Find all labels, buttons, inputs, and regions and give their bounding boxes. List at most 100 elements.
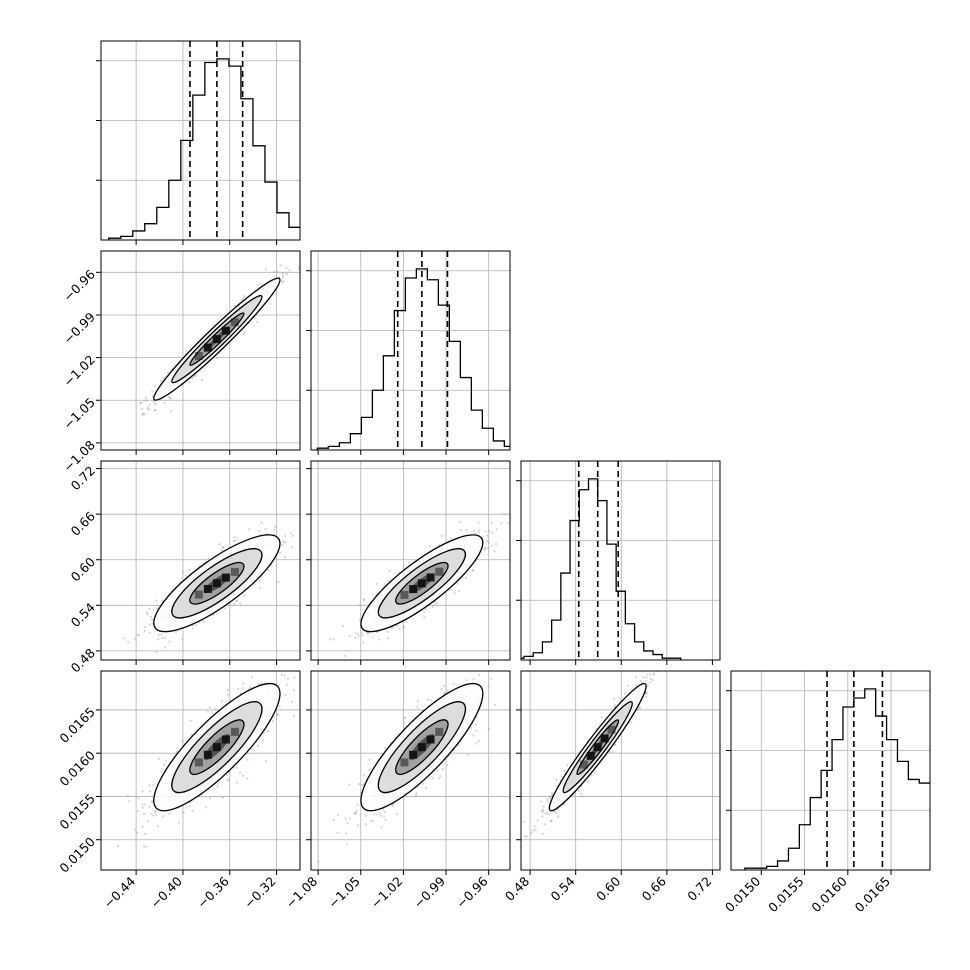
y-tick-label: 0.0155	[56, 791, 98, 833]
scatter-point	[155, 813, 158, 816]
scatter-point	[239, 691, 243, 695]
scatter-point	[456, 582, 459, 585]
scatter-point	[421, 782, 425, 785]
histogram-bar	[778, 861, 789, 870]
scatter-point	[243, 594, 246, 597]
scatter-panel-2-1: −1.08−1.05−1.02−0.99−0.96	[60, 250, 301, 475]
scatter-point	[471, 568, 474, 572]
scatter-point	[161, 377, 165, 380]
scatter-point	[292, 714, 296, 717]
scatter-point	[233, 304, 237, 308]
scatter-point	[210, 711, 214, 714]
scatter-point	[238, 771, 242, 774]
density-bin	[426, 735, 435, 744]
scatter-point	[368, 758, 371, 761]
scatter-point	[364, 814, 368, 817]
scatter-point	[250, 748, 253, 751]
scatter-point	[443, 684, 446, 688]
scatter-point	[142, 812, 146, 815]
scatter-point	[281, 272, 284, 275]
scatter-point	[367, 768, 371, 771]
scatter-point	[160, 768, 163, 771]
scatter-point	[243, 330, 246, 333]
scatter-point	[222, 546, 225, 549]
scatter-point	[281, 543, 284, 547]
scatter-point	[256, 283, 259, 287]
x-tick-label: 0.0155	[765, 874, 807, 916]
scatter-point	[239, 602, 242, 605]
density-bin	[426, 573, 435, 582]
scatter-point	[148, 784, 151, 787]
scatter-point	[500, 522, 503, 525]
scatter-point	[169, 410, 173, 413]
scatter-point	[376, 582, 379, 585]
scatter-point	[267, 568, 270, 572]
scatter-point	[345, 832, 348, 835]
scatter-point	[440, 534, 443, 537]
scatter-point	[276, 270, 279, 273]
scatter-point	[141, 407, 144, 410]
density-bin	[203, 584, 212, 593]
histogram-bar	[930, 790, 941, 870]
histogram-bar	[460, 378, 471, 450]
histogram-bar	[157, 207, 169, 240]
histogram-step	[744, 688, 930, 870]
scatter-point	[425, 608, 428, 611]
scatter-point	[216, 785, 219, 788]
scatter-point	[145, 399, 148, 402]
scatter-point	[490, 544, 494, 547]
scatter-point	[157, 757, 161, 760]
scatter-point	[233, 603, 236, 606]
histogram-step	[316, 268, 510, 450]
scatter-point	[243, 295, 246, 298]
scatter-point	[220, 700, 223, 703]
scatter-point	[477, 740, 480, 743]
scatter-point	[189, 719, 192, 722]
density-bin	[435, 727, 444, 736]
scatter-point	[491, 531, 494, 534]
scatter-point	[241, 298, 244, 301]
scatter-point	[246, 777, 249, 780]
scatter-point	[450, 537, 453, 540]
scatter-point	[277, 663, 279, 665]
scatter-point	[177, 821, 180, 824]
histogram-bar	[339, 443, 350, 450]
scatter-point	[490, 521, 493, 524]
scatter-point	[137, 797, 140, 800]
histogram-bar	[542, 642, 551, 660]
scatter-point	[256, 321, 259, 324]
scatter-point	[154, 811, 157, 814]
scatter-point	[487, 547, 490, 550]
scatter-point	[483, 547, 487, 550]
scatter-point	[379, 814, 383, 817]
scatter-point	[166, 371, 169, 374]
scatter-point	[361, 634, 364, 637]
scatter-point	[336, 831, 339, 834]
scatter-point	[329, 637, 332, 640]
histogram-bar	[570, 521, 579, 660]
histogram-bar	[607, 544, 616, 660]
scatter-point	[415, 792, 418, 795]
scatter-point	[181, 740, 184, 743]
density-bin	[203, 343, 212, 352]
scatter-point	[143, 629, 146, 633]
scatter-panel-3-2	[306, 460, 511, 665]
x-tick-label: −0.96	[453, 873, 491, 911]
scatter-point	[242, 332, 246, 335]
scatter-point	[276, 713, 279, 716]
scatter-point	[475, 742, 478, 745]
scatter-point	[144, 396, 147, 399]
scatter-point	[483, 549, 486, 552]
scatter-point	[156, 825, 160, 828]
density-bin	[203, 750, 212, 759]
y-tick-label: −1.02	[60, 352, 98, 390]
scatter-point	[141, 413, 144, 417]
scatter-point	[283, 556, 286, 559]
scatter-point	[133, 828, 137, 831]
scatter-point	[151, 390, 154, 393]
histogram-panel-3	[516, 460, 721, 665]
histogram-bar	[265, 182, 277, 240]
scatter-point	[479, 668, 481, 670]
scatter-point	[354, 812, 357, 815]
